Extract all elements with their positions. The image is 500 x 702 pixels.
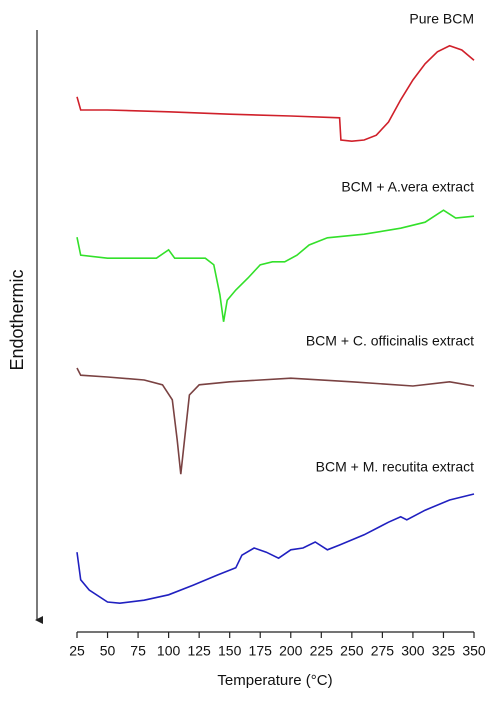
series-line xyxy=(76,44,475,143)
x-tick-label: 300 xyxy=(401,643,425,659)
series-label: BCM + M. recutita extract xyxy=(316,459,474,475)
x-tick-label: 275 xyxy=(371,643,395,659)
x-tick-label: 325 xyxy=(432,643,456,659)
series-label: BCM + A.vera extract xyxy=(341,179,474,195)
x-tick-label: 350 xyxy=(462,643,486,659)
series-line xyxy=(76,493,475,605)
x-tick-label: 150 xyxy=(218,643,242,659)
x-tick-label: 25 xyxy=(69,643,85,659)
x-tick-label: 50 xyxy=(100,643,116,659)
y-axis-title: Endothermic xyxy=(7,269,27,370)
x-tick-label: 75 xyxy=(130,643,146,659)
x-tick-label: 225 xyxy=(310,643,334,659)
x-tick-label: 100 xyxy=(157,643,181,659)
series-label: BCM + C. officinalis extract xyxy=(306,333,474,349)
x-tick-label: 200 xyxy=(279,643,303,659)
x-axis-title: Temperature (°C) xyxy=(217,672,332,689)
x-tick-label: 250 xyxy=(340,643,364,659)
x-tick-label: 175 xyxy=(249,643,273,659)
series-line xyxy=(76,367,475,475)
series-label: Pure BCM xyxy=(409,11,474,27)
x-tick-label: 125 xyxy=(187,643,211,659)
series-line xyxy=(76,209,475,322)
